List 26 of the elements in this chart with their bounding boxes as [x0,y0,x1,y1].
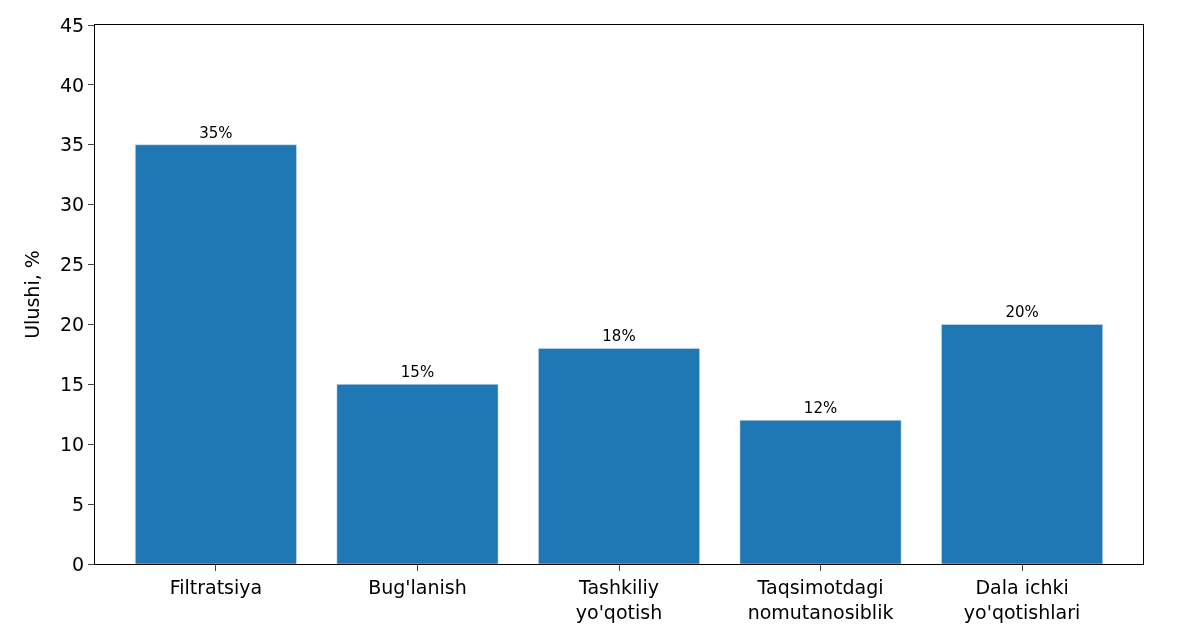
data-label: 15% [400,363,435,382]
x-tick-label: Dala ichki yo'qotishlari [963,575,1081,623]
y-tick-label: 35 [60,133,85,156]
y-tick-label: 25 [60,253,85,276]
bar [336,384,499,564]
bar [941,324,1103,564]
y-tick-label: 20 [60,313,85,336]
data-label: 18% [602,327,636,346]
y-tick-label: 10 [60,432,85,455]
x-tick-label: Filtratsiya [169,575,263,598]
data-label: 12% [803,399,838,418]
y-tick-label: 0 [72,552,85,575]
y-tick-label: 15 [60,372,85,395]
y-tick-label: 30 [60,193,85,216]
bar [538,348,700,564]
bar [135,144,297,564]
y-tick-label: 40 [60,73,85,96]
data-label: 35% [199,123,233,142]
x-tick-label: Bug'lanish [368,575,467,598]
bar [739,420,902,564]
y-axis-title: Ulushi, % [20,250,43,339]
x-tick-label: Taqsimotdagi nomutanosiblik [747,575,894,623]
x-tick-label: Tashkiliy yo'qotish [575,575,663,623]
y-tick-label: 45 [60,13,85,36]
data-label: 20% [1005,303,1039,322]
y-tick-label: 5 [72,492,85,515]
